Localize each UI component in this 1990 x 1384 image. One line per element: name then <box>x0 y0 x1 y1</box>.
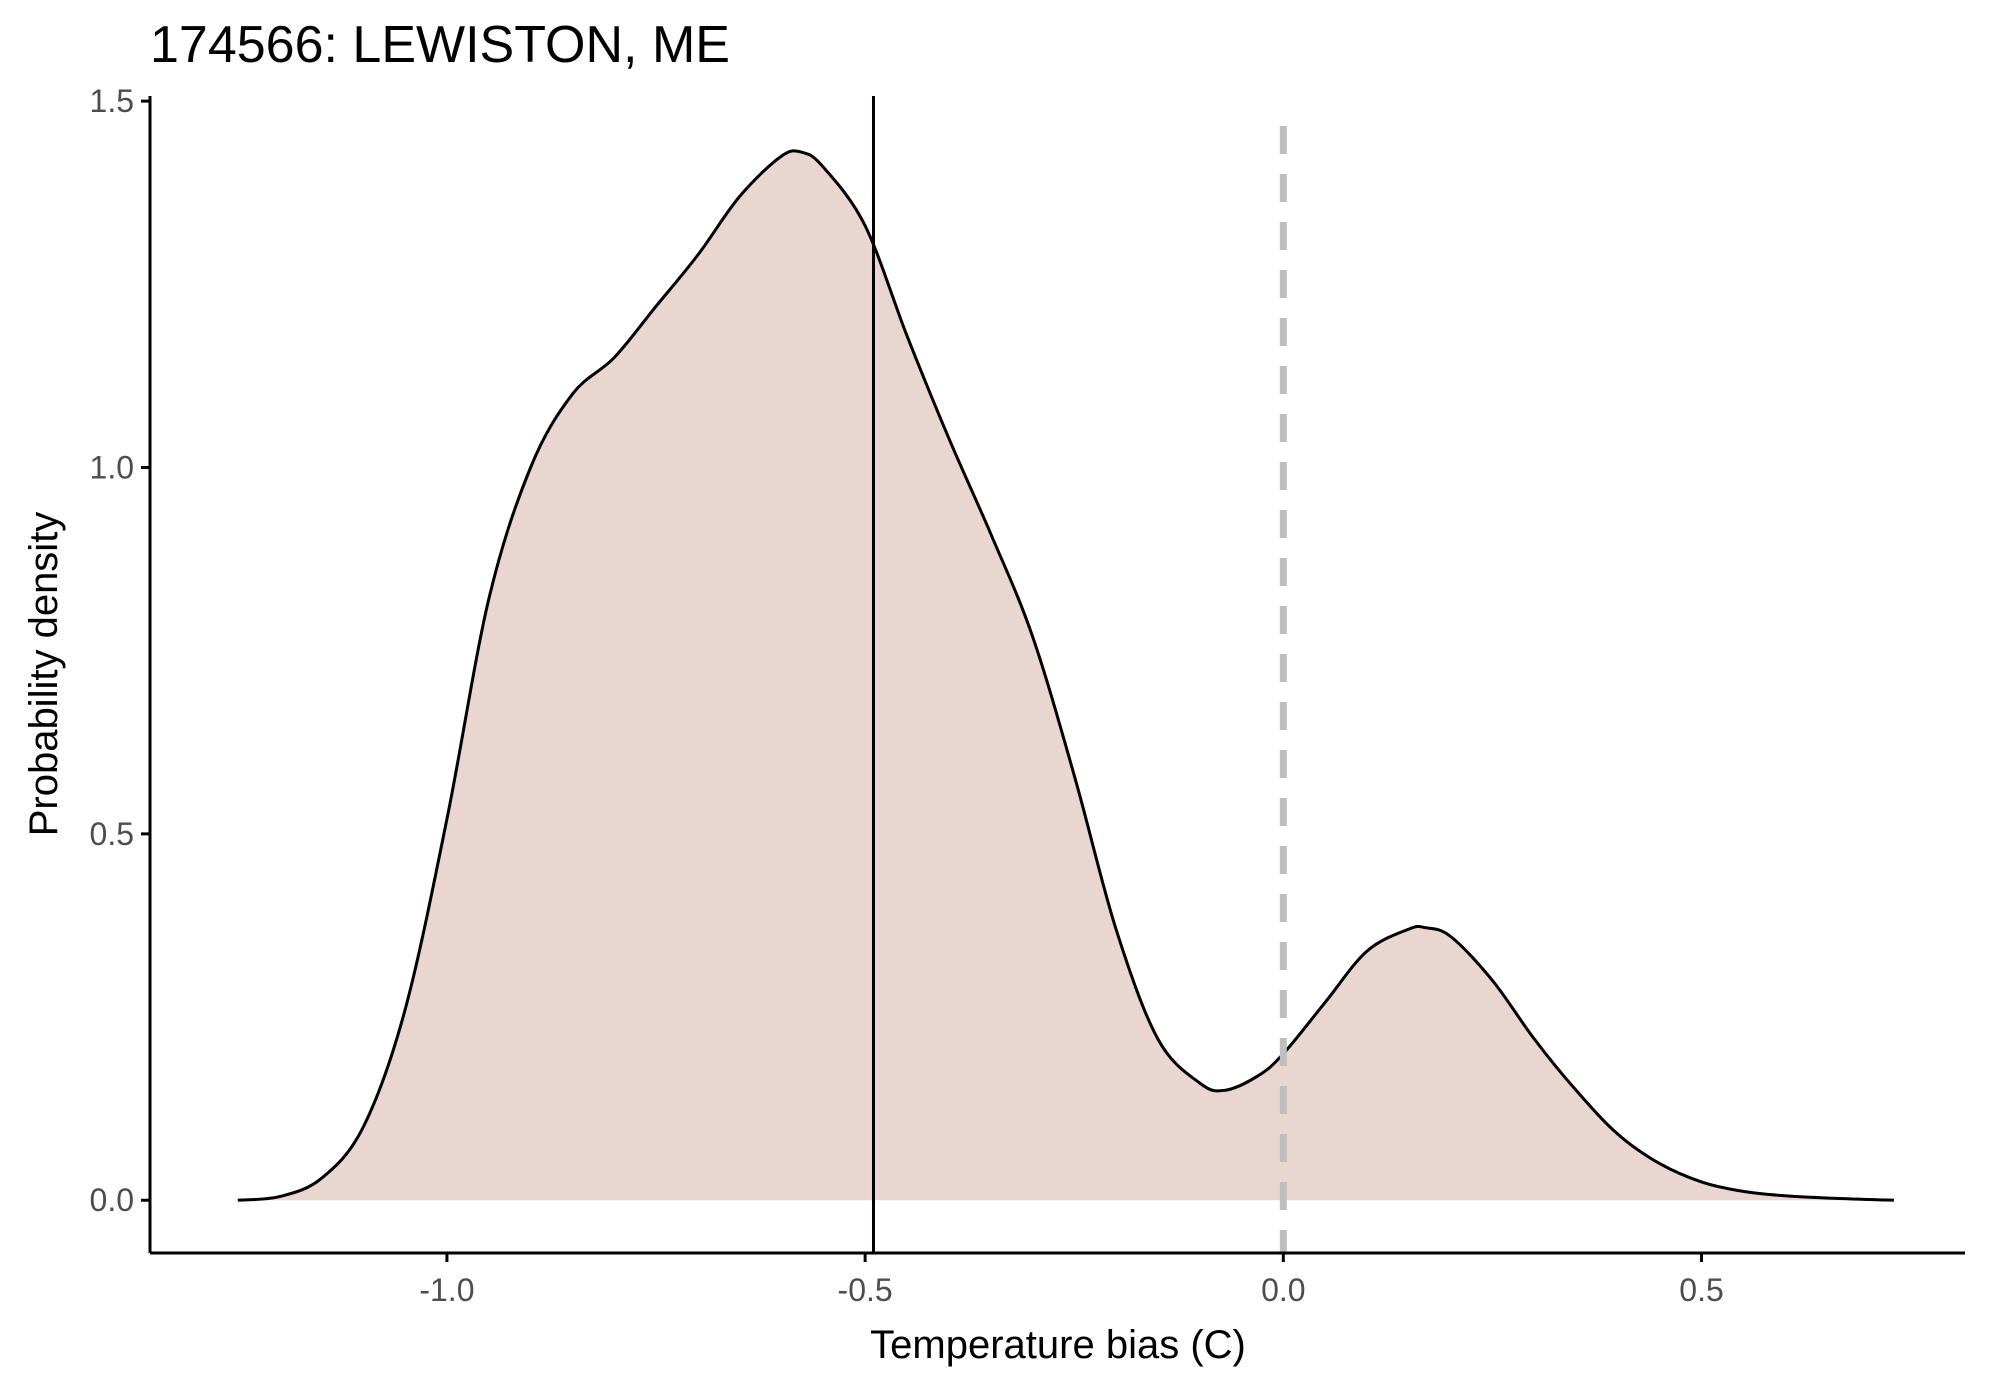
plot-area <box>237 96 1894 1253</box>
x-axis-ticks: -1.0 -0.5 0.0 0.5 <box>419 1253 1724 1308</box>
x-tick-label: 0.0 <box>1261 1272 1305 1308</box>
y-tick-label: 0.0 <box>90 1182 134 1218</box>
x-axis-title: Temperature bias (C) <box>870 1323 1246 1367</box>
y-tick-label: 0.5 <box>90 816 134 852</box>
y-tick-label: 1.5 <box>90 83 134 119</box>
y-tick-label: 1.0 <box>90 450 134 486</box>
density-curve <box>237 149 1894 1202</box>
chart-title: 174566: LEWISTON, ME <box>150 16 730 74</box>
x-tick-label: -1.0 <box>419 1272 474 1308</box>
y-axis-ticks: 0.0 0.5 1.0 1.5 <box>90 83 150 1218</box>
x-tick-label: 0.5 <box>1679 1272 1723 1308</box>
density-area-fill <box>237 150 1894 1201</box>
x-tick-label: -0.5 <box>838 1272 893 1308</box>
y-axis-title: Probability density <box>22 512 66 837</box>
